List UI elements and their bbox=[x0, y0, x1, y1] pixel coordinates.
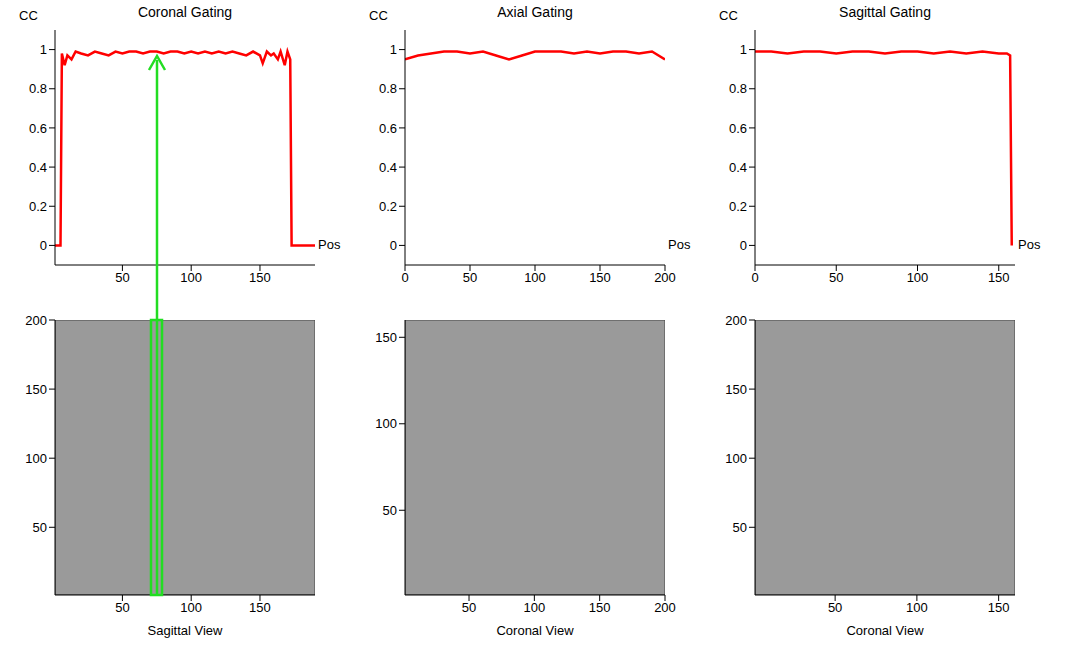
svg-text:0.6: 0.6 bbox=[379, 121, 397, 136]
svg-text:0.4: 0.4 bbox=[729, 160, 747, 175]
svg-text:50: 50 bbox=[463, 270, 477, 285]
svg-text:0.8: 0.8 bbox=[29, 81, 47, 96]
html-text:Pos: Pos bbox=[318, 237, 341, 252]
svg-text:100: 100 bbox=[906, 600, 928, 615]
svg-text:200: 200 bbox=[654, 600, 676, 615]
svg-text:150: 150 bbox=[589, 270, 611, 285]
svg-text:1: 1 bbox=[740, 42, 747, 57]
svg-text:50: 50 bbox=[33, 520, 47, 535]
svg-text:100: 100 bbox=[524, 270, 546, 285]
html-text:CC: CC bbox=[369, 8, 388, 23]
svg-text:100: 100 bbox=[907, 270, 929, 285]
svg-text:200: 200 bbox=[725, 313, 747, 328]
svg-text:1: 1 bbox=[40, 42, 47, 57]
svg-text:150: 150 bbox=[725, 382, 747, 397]
svg-text:0: 0 bbox=[40, 238, 47, 253]
svg-text:150: 150 bbox=[988, 600, 1010, 615]
svg-text:200: 200 bbox=[654, 270, 676, 285]
svg-text:0.2: 0.2 bbox=[379, 199, 397, 214]
svg-text:Sagittal View: Sagittal View bbox=[148, 623, 224, 638]
svg-text:150: 150 bbox=[249, 600, 271, 615]
svg-text:150: 150 bbox=[249, 270, 271, 285]
svg-text:1: 1 bbox=[390, 42, 397, 57]
html-text:CC: CC bbox=[719, 8, 738, 23]
svg-text:50: 50 bbox=[828, 600, 842, 615]
svg-text:150: 150 bbox=[988, 270, 1010, 285]
svg-text:0: 0 bbox=[751, 270, 758, 285]
svg-text:100: 100 bbox=[25, 451, 47, 466]
html-text:Pos: Pos bbox=[1018, 237, 1041, 252]
svg-text:50: 50 bbox=[115, 600, 129, 615]
svg-text:100: 100 bbox=[523, 600, 545, 615]
svg-text:50: 50 bbox=[383, 503, 397, 518]
svg-text:50: 50 bbox=[462, 600, 476, 615]
svg-text:Coronal View: Coronal View bbox=[846, 623, 924, 638]
html-text:Sagittal Gating: Sagittal Gating bbox=[839, 4, 931, 20]
svg-text:0.6: 0.6 bbox=[29, 121, 47, 136]
svg-text:100: 100 bbox=[180, 270, 202, 285]
svg-text:200: 200 bbox=[25, 313, 47, 328]
svg-text:0.4: 0.4 bbox=[29, 160, 47, 175]
svg-text:0.2: 0.2 bbox=[729, 199, 747, 214]
svg-text:Coronal View: Coronal View bbox=[496, 623, 574, 638]
svg-text:100: 100 bbox=[375, 416, 397, 431]
html-text:Coronal Gating: Coronal Gating bbox=[137, 4, 233, 20]
svg-text:0: 0 bbox=[401, 270, 408, 285]
html-text:Axial Gating: Axial Gating bbox=[497, 4, 573, 20]
html-text:Pos: Pos bbox=[668, 237, 691, 252]
svg-text:0.8: 0.8 bbox=[379, 81, 397, 96]
svg-text:50: 50 bbox=[829, 270, 843, 285]
svg-text:0.4: 0.4 bbox=[379, 160, 397, 175]
svg-text:0: 0 bbox=[740, 238, 747, 253]
svg-text:0.2: 0.2 bbox=[29, 199, 47, 214]
html-text:CC: CC bbox=[19, 8, 38, 23]
svg-text:150: 150 bbox=[375, 330, 397, 345]
svg-text:0: 0 bbox=[390, 238, 397, 253]
svg-text:50: 50 bbox=[115, 270, 129, 285]
svg-text:0.6: 0.6 bbox=[729, 121, 747, 136]
svg-text:50: 50 bbox=[733, 520, 747, 535]
svg-text:100: 100 bbox=[180, 600, 202, 615]
svg-text:150: 150 bbox=[25, 382, 47, 397]
svg-text:0.8: 0.8 bbox=[729, 81, 747, 96]
svg-text:100: 100 bbox=[725, 451, 747, 466]
svg-text:150: 150 bbox=[589, 600, 611, 615]
